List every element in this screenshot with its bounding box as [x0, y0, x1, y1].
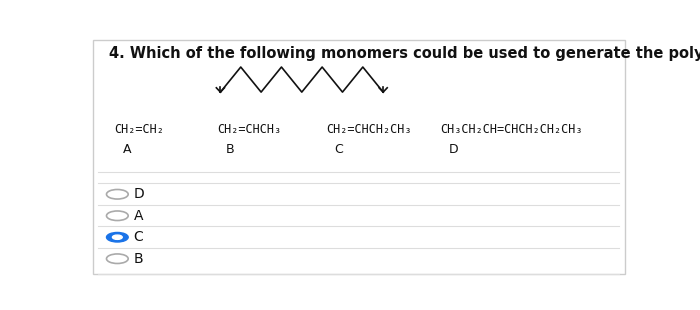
- Circle shape: [106, 189, 128, 199]
- Text: C: C: [134, 230, 143, 244]
- Circle shape: [106, 254, 128, 264]
- Circle shape: [113, 235, 122, 239]
- Text: B: B: [226, 143, 234, 156]
- Text: CH₂=CH₂: CH₂=CH₂: [115, 122, 164, 135]
- Text: CH₃CH₂CH=CHCH₂CH₂CH₃: CH₃CH₂CH=CHCH₂CH₂CH₃: [440, 122, 582, 135]
- Text: CH₂=CHCH₂CH₃: CH₂=CHCH₂CH₃: [326, 122, 412, 135]
- FancyBboxPatch shape: [93, 40, 624, 273]
- Text: 4. Which of the following monomers could be used to generate the polymer below?: 4. Which of the following monomers could…: [109, 46, 700, 60]
- Text: B: B: [134, 252, 143, 266]
- Text: A: A: [122, 143, 132, 156]
- Text: C: C: [335, 143, 343, 156]
- Circle shape: [106, 211, 128, 220]
- Text: A: A: [134, 209, 143, 223]
- Text: CH₂=CHCH₃: CH₂=CHCH₃: [218, 122, 282, 135]
- Circle shape: [106, 232, 128, 242]
- Text: D: D: [448, 143, 458, 156]
- Text: D: D: [134, 187, 144, 201]
